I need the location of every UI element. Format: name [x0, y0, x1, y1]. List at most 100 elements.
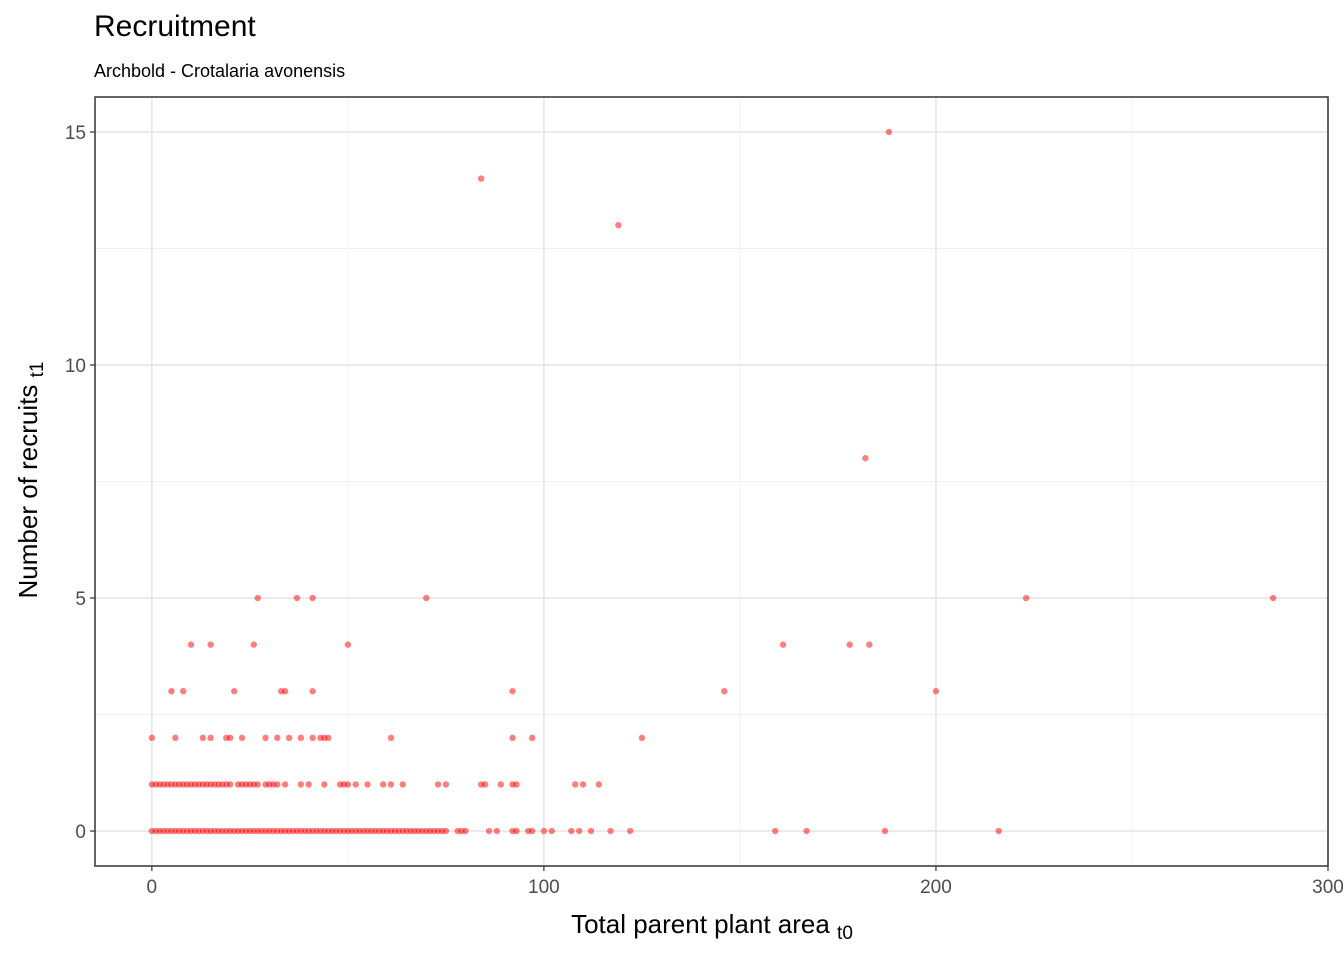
y-axis-label-subscript: t1	[27, 362, 48, 378]
data-point	[325, 734, 332, 742]
data-point	[721, 688, 728, 695]
y-axis-label-text: Number of recruits	[13, 385, 43, 599]
chart-title: Recruitment	[94, 10, 256, 43]
data-point	[434, 781, 442, 788]
data-point	[250, 641, 257, 648]
data-point	[379, 781, 387, 788]
data-point	[254, 781, 261, 788]
data-point	[513, 827, 520, 835]
data-point	[528, 734, 536, 742]
data-point	[227, 781, 234, 788]
data-point	[274, 781, 281, 788]
data-point	[187, 641, 195, 648]
data-point	[285, 734, 293, 742]
data-point	[513, 781, 520, 788]
y-axis-label: Number of recruits t1	[13, 362, 48, 599]
data-point	[568, 827, 575, 835]
data-point	[587, 827, 595, 835]
y-tick-label: 15	[65, 123, 86, 144]
data-point	[866, 641, 873, 648]
data-point	[442, 827, 450, 835]
y-tick-label: 10	[65, 356, 86, 377]
data-point	[615, 221, 622, 229]
data-point	[579, 781, 587, 788]
axes: 0 100 200 300 0 5 10 15	[65, 123, 1344, 898]
x-tick-label: 200	[920, 877, 952, 898]
data-point	[638, 734, 646, 742]
data-point	[772, 827, 779, 835]
y-tick-label: 5	[75, 589, 86, 610]
data-point	[180, 688, 187, 695]
data-point	[932, 688, 940, 695]
data-point	[309, 734, 316, 742]
data-point	[509, 688, 516, 695]
data-point	[846, 641, 853, 648]
data-point	[309, 688, 316, 695]
data-point	[297, 781, 305, 788]
data-point	[462, 827, 469, 835]
data-point	[995, 827, 1002, 835]
data-point	[352, 781, 359, 788]
data-point	[344, 641, 352, 648]
data-point	[509, 734, 516, 742]
data-point	[168, 688, 175, 695]
data-point	[254, 594, 261, 602]
data-point	[1269, 594, 1277, 602]
data-points	[148, 128, 1277, 835]
data-point	[497, 781, 504, 788]
data-point	[481, 781, 489, 788]
data-point	[387, 734, 395, 742]
data-point	[626, 827, 634, 835]
data-point	[493, 827, 501, 835]
data-point	[575, 827, 583, 835]
x-axis-label-text: Total parent plant area	[571, 909, 830, 939]
data-point	[297, 734, 305, 742]
data-point	[227, 734, 234, 742]
data-point	[364, 781, 371, 788]
data-point	[207, 641, 214, 648]
data-point	[321, 781, 328, 788]
data-point	[399, 781, 406, 788]
data-point	[262, 734, 269, 742]
x-axis-label-subscript: t0	[837, 923, 853, 944]
data-point	[309, 594, 316, 602]
data-point	[540, 827, 548, 835]
data-point	[779, 641, 787, 648]
data-point	[238, 734, 246, 742]
data-point	[281, 688, 289, 695]
data-point	[572, 781, 579, 788]
data-point	[477, 175, 485, 182]
data-point	[423, 594, 430, 602]
grid-lines	[95, 97, 1329, 866]
data-point	[199, 734, 207, 742]
data-point	[344, 781, 352, 788]
x-tick-label: 100	[528, 877, 560, 898]
data-point	[148, 734, 156, 742]
data-point	[230, 688, 238, 695]
data-point	[607, 827, 614, 835]
data-point	[274, 734, 281, 742]
chart-subtitle: Archbold - Crotalaria avonensis	[94, 61, 346, 81]
data-point	[862, 454, 869, 462]
data-point	[442, 781, 450, 788]
data-point	[803, 827, 810, 835]
data-point	[548, 827, 555, 835]
data-point	[207, 734, 214, 742]
x-tick-label: 0	[147, 877, 158, 898]
data-point	[305, 781, 312, 788]
y-tick-label: 0	[75, 822, 86, 843]
x-axis-label: Total parent plant area t0	[571, 909, 853, 944]
data-point	[485, 827, 493, 835]
x-tick-label: 300	[1312, 877, 1344, 898]
data-point	[172, 734, 179, 742]
data-point	[281, 781, 289, 788]
data-point	[885, 128, 893, 136]
plot-panel-border	[94, 96, 1329, 867]
data-point	[1022, 594, 1030, 602]
data-point	[881, 827, 889, 835]
data-point	[293, 594, 301, 602]
data-point	[387, 781, 395, 788]
data-point	[595, 781, 602, 788]
data-point	[528, 827, 536, 835]
